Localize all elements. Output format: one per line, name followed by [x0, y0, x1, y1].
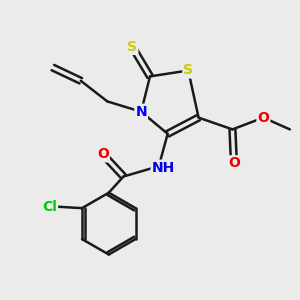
Text: NH: NH [152, 161, 175, 175]
Text: S: S [183, 64, 193, 77]
Text: O: O [257, 111, 269, 124]
Text: O: O [228, 156, 240, 170]
Text: Cl: Cl [42, 200, 57, 214]
Text: S: S [127, 40, 137, 54]
Text: N: N [135, 105, 147, 119]
Text: O: O [97, 147, 109, 161]
